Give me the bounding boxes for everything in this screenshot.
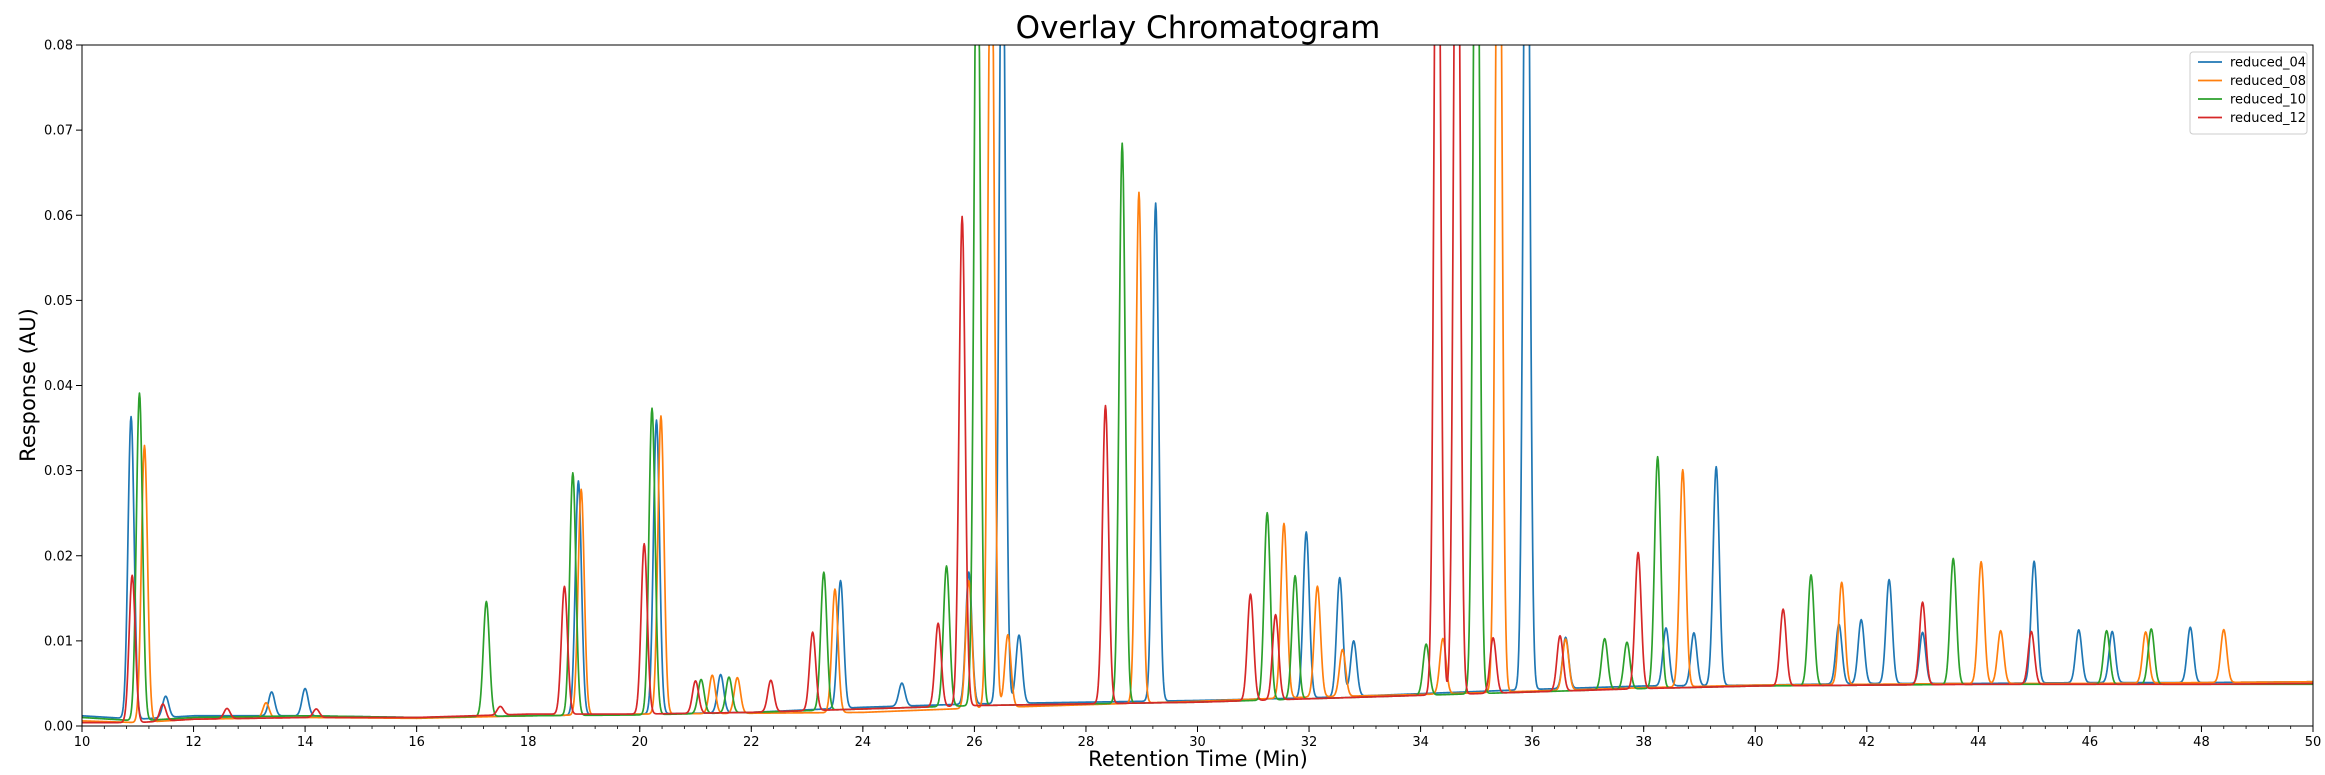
legend-label: reduced_12 xyxy=(2230,111,2306,126)
y-tick-label: 0.08 xyxy=(44,39,73,54)
x-tick-label: 12 xyxy=(185,735,202,750)
y-tick-label: 0.03 xyxy=(44,464,73,479)
y-axis-label: Response (AU) xyxy=(16,308,40,462)
x-tick-label: 18 xyxy=(520,735,537,750)
chart-title: Overlay Chromatogram xyxy=(1016,10,1381,46)
x-tick-label: 26 xyxy=(966,735,983,750)
x-tick-label: 22 xyxy=(743,735,760,750)
x-tick-label: 36 xyxy=(1524,735,1541,750)
legend: reduced_04 reduced_08 reduced_10 reduced_12 xyxy=(2189,51,2308,135)
legend-label: reduced_08 xyxy=(2230,74,2306,89)
x-tick-label: 50 xyxy=(2305,735,2322,750)
legend-box xyxy=(2189,51,2308,135)
x-tick-label: 42 xyxy=(1859,735,1876,750)
x-tick-label: 44 xyxy=(1970,735,1987,750)
series-layer xyxy=(82,45,2313,724)
x-tick-label: 46 xyxy=(2082,735,2099,750)
series-line-reduced_08 xyxy=(82,45,2313,724)
legend-label: reduced_04 xyxy=(2230,56,2306,71)
y-tick-label: 0.07 xyxy=(44,124,73,139)
series-line-reduced_12 xyxy=(82,45,2313,724)
x-tick-label: 48 xyxy=(2193,735,2210,750)
x-axis-label: Retention Time (Min) xyxy=(1088,747,1308,771)
y-tick-label: 0.05 xyxy=(44,294,73,309)
y-tick-label: 0.00 xyxy=(44,720,73,735)
x-tick-label: 38 xyxy=(1635,735,1652,750)
x-axis: 10 12 14 16 18 20 22 24 26 28 30 32 34 36 38 40 42 44 46 48… xyxy=(74,726,2322,750)
y-tick-label: 0.01 xyxy=(44,634,73,649)
x-tick-label: 20 xyxy=(631,735,648,750)
y-tick-label: 0.02 xyxy=(44,549,73,564)
x-tick-label: 14 xyxy=(297,735,314,750)
y-tick-label: 0.06 xyxy=(44,209,73,224)
legend-label: reduced_10 xyxy=(2230,93,2306,108)
x-tick-label: 32 xyxy=(1301,735,1318,750)
x-tick-label: 16 xyxy=(408,735,425,750)
x-tick-label: 34 xyxy=(1412,735,1429,750)
plot-frame xyxy=(81,44,2314,727)
x-tick-label: 24 xyxy=(855,735,872,750)
x-tick-label: 30 xyxy=(1189,735,1206,750)
x-tick-label: 40 xyxy=(1747,735,1764,750)
y-axis: 0.00 0.01 0.02 0.03 0.04 0.05 0.06 0.07 0.08 xyxy=(44,39,82,735)
x-tick-label: 28 xyxy=(1078,735,1095,750)
x-tick-label: 10 xyxy=(74,735,91,750)
y-tick-label: 0.04 xyxy=(44,379,73,394)
